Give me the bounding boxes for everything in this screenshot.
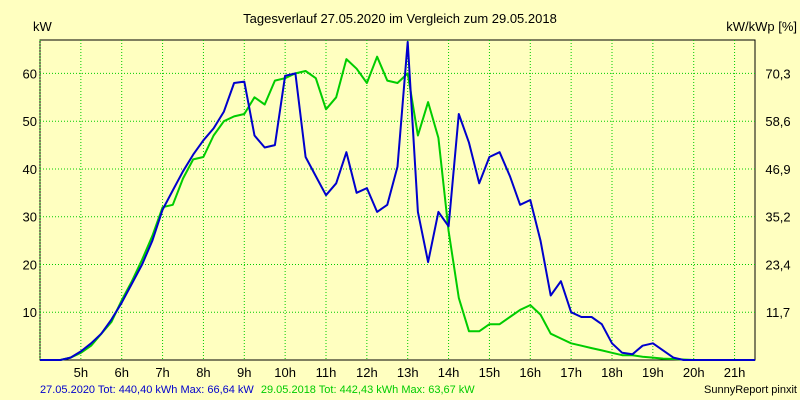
footer-series-2: 29.05.2018 Tot: 442,43 kWh Max: 63,67 kW [261,384,475,396]
x-tick-label: 7h [155,365,169,380]
y-left-tick-label: 40 [23,162,37,177]
x-tick-label: 8h [196,365,210,380]
footer-series-1: 27.05.2020 Tot: 440,40 kWh Max: 66,64 kW [40,384,254,396]
chart-title: Tagesverlauf 27.05.2020 im Vergleich zum… [243,11,557,26]
x-tick-label: 6h [114,365,128,380]
y-right-tick-label: 46,9 [765,162,790,177]
series-layer [40,40,755,361]
x-tick-label: 9h [237,365,251,380]
footer-right: SunnyReport pinxit [704,384,797,396]
y-right-tick-label: 58,6 [765,114,790,129]
y-right-unit-label: kW/kWp [%] [726,19,797,34]
y-right-tick-label: 11,7 [766,305,790,320]
y-right-tick-label: 35,2 [765,210,790,225]
x-tick-label: 13h [397,365,419,380]
y-left-unit-label: kW [33,19,53,34]
x-tick-label: 11h [316,365,337,380]
x-tick-label: 14h [438,365,460,380]
y-left-tick-label: 10 [23,305,37,320]
series-line-29.05.2018 [40,55,755,361]
x-tick-label: 10h [274,365,296,380]
x-tick-label: 5h [74,365,88,380]
x-tick-label: 20h [683,365,705,380]
y-left-tick-label: 20 [23,257,37,272]
x-tick-label: 18h [601,365,623,380]
y-left-tick-label: 50 [23,114,37,129]
y-right-tick-label: 23,4 [765,257,790,272]
x-tick-label: 15h [479,365,501,380]
x-tick-label: 19h [642,365,664,380]
x-tick-label: 12h [356,365,378,380]
tick-layer: 5h 6h 7h 8h 9h 10h 11h 12h 13h 14h 15h 16h 17h 18h 19h… [23,66,791,380]
x-tick-label: 21h [724,365,746,380]
x-tick-label: 16h [519,365,541,380]
grid-layer [39,40,755,360]
y-left-tick-label: 60 [23,66,37,81]
y-left-tick-label: 30 [23,210,37,225]
footer-text: 27.05.2020 Tot: 440,40 kWh Max: 66,64 kW… [40,384,475,396]
y-right-tick-label: 70,3 [765,66,790,81]
x-tick-label: 17h [560,365,582,380]
series-line-27.05.2020 [40,40,755,361]
